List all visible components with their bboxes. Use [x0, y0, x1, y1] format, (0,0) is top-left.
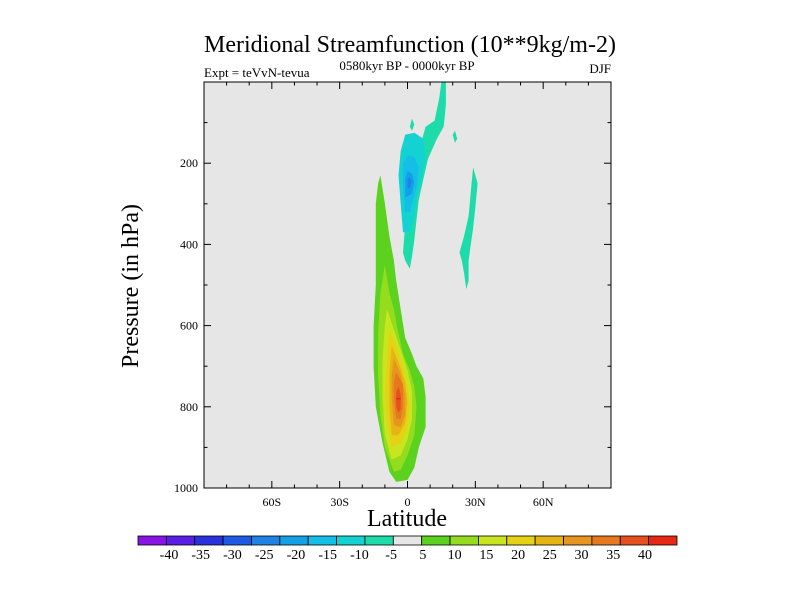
- colorbar-label: -30: [223, 548, 242, 563]
- colorbar-bin: [648, 535, 678, 546]
- contour-region: [407, 177, 412, 189]
- colorbar-label: 5: [419, 548, 426, 563]
- contour-region: [459, 167, 478, 290]
- x-axis-label: Latitude: [367, 506, 447, 532]
- colorbar-label: 15: [479, 548, 493, 563]
- colorbar-bin: [165, 535, 196, 546]
- colorbar-bin: [307, 535, 337, 546]
- colorbar-bin: [534, 535, 564, 546]
- contour-region: [396, 386, 401, 413]
- x-tick-label: 30N: [465, 495, 486, 509]
- y-tick-label: 1000: [174, 481, 198, 495]
- colorbar-label: 30: [575, 548, 589, 563]
- colorbar-bin: [364, 535, 394, 546]
- axis-ticks: 60S 30S 0 30N 60N 200 400 600 800 1000: [174, 82, 611, 509]
- y-tick-label: 800: [180, 400, 198, 414]
- colorbar-label: -40: [160, 548, 179, 563]
- colorbar-label: -5: [385, 548, 397, 563]
- colorbar-bin: [336, 535, 366, 546]
- colorbar-bin: [449, 535, 479, 546]
- colorbar-bin: [421, 535, 451, 546]
- colorbar-bin: [506, 535, 536, 546]
- y-tick-label: 600: [180, 319, 198, 333]
- colorbar-bin: [591, 535, 621, 546]
- colorbar-label: 20: [511, 548, 525, 563]
- chart-title: Meridional Streamfunction (10**9kg/m-2): [204, 32, 616, 58]
- contour-fills: [373, 82, 478, 482]
- colorbar-bin: [251, 535, 281, 546]
- colorbar-label: -15: [318, 548, 337, 563]
- contour-region: [409, 118, 415, 131]
- colorbar-bin: [279, 535, 309, 546]
- colorbar-label: 35: [606, 548, 620, 563]
- x-tick-label: 60N: [533, 495, 554, 509]
- colorbar-label: -25: [255, 548, 274, 563]
- y-tick-label: 400: [180, 237, 198, 251]
- colorbar-bin: [563, 535, 593, 546]
- colorbar: -40 -35 -30 -25 -20 -15 -10 -5 5 10 15 20 25 30 35 40: [137, 535, 678, 563]
- colorbar-label: -20: [287, 548, 306, 563]
- season-label: DJF: [589, 61, 611, 76]
- contour-region: [452, 130, 458, 143]
- colorbar-bin: [194, 535, 224, 546]
- x-tick-label: 30S: [330, 495, 349, 509]
- x-tick-label: 0: [405, 495, 411, 509]
- colorbar-bin: [222, 535, 252, 546]
- y-tick-label: 200: [180, 156, 198, 170]
- colorbar-bin: [619, 535, 650, 546]
- period-label: 0580kyr BP - 0000kyr BP: [339, 58, 474, 73]
- experiment-label: Expt = teVvN-tevua: [204, 65, 310, 80]
- contour-region: [403, 82, 446, 269]
- colorbar-label: 40: [638, 548, 652, 563]
- colorbar-bin: [392, 535, 423, 546]
- colorbar-label: 10: [448, 548, 462, 563]
- colorbar-label: -35: [191, 548, 210, 563]
- colorbar-label: -10: [350, 548, 369, 563]
- colorbar-bin: [137, 535, 167, 546]
- colorbar-bin: [478, 535, 508, 546]
- contour-region: [396, 397, 401, 400]
- y-axis-label: Pressure (in hPa): [118, 204, 144, 368]
- x-tick-label: 60S: [262, 495, 281, 509]
- colorbar-label: 25: [543, 548, 557, 563]
